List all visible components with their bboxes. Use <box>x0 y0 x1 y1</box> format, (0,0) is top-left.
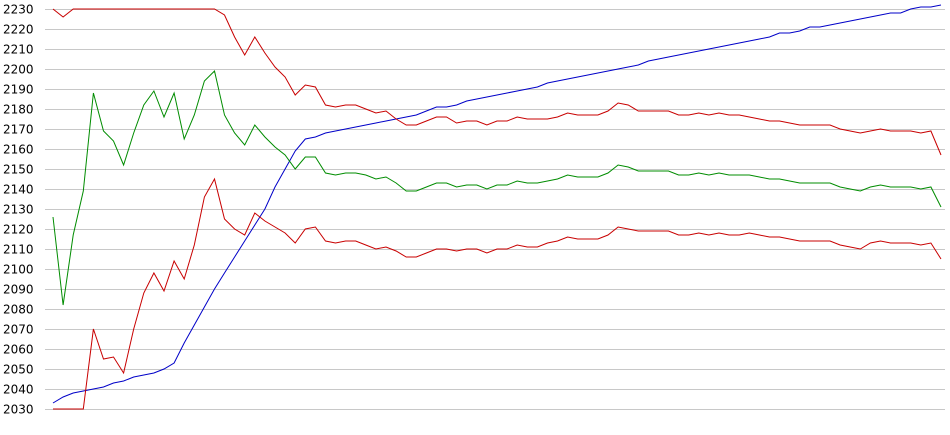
series-line-2 <box>52 8 942 156</box>
y-axis-tick-labels: 2030 2040 2050 2060 2070 2080 2090 2100 2110 2120… <box>3 3 34 417</box>
series-lines <box>52 4 942 410</box>
y-tick-label: 2230 <box>3 3 34 17</box>
series-line-4 <box>53 177 942 410</box>
gridlines <box>45 9 945 410</box>
y-tick-label: 2100 <box>3 263 34 277</box>
y-tick-label: 2070 <box>3 323 34 337</box>
y-tick-label: 2030 <box>3 403 34 417</box>
y-tick-label: 2160 <box>3 143 34 157</box>
y-tick-label: 2200 <box>3 63 34 77</box>
y-tick-label: 2110 <box>3 243 34 257</box>
y-tick-label: 2090 <box>3 283 34 297</box>
y-tick-label: 2190 <box>3 83 34 97</box>
y-tick-label: 2130 <box>3 203 34 217</box>
y-tick-label: 2220 <box>3 23 34 37</box>
y-tick-label: 2210 <box>3 43 34 57</box>
y-tick-label: 2150 <box>3 163 34 177</box>
y-tick-label: 2170 <box>3 123 34 137</box>
series-line-1 <box>52 4 942 404</box>
y-tick-label: 2140 <box>3 183 34 197</box>
series-line-3 <box>52 70 942 306</box>
y-tick-label: 2180 <box>3 103 34 117</box>
y-tick-label: 2050 <box>3 363 34 377</box>
y-tick-label: 2120 <box>3 223 34 237</box>
y-tick-label: 2080 <box>3 303 34 317</box>
y-tick-label: 2040 <box>3 383 34 397</box>
y-tick-label: 2060 <box>3 343 34 357</box>
